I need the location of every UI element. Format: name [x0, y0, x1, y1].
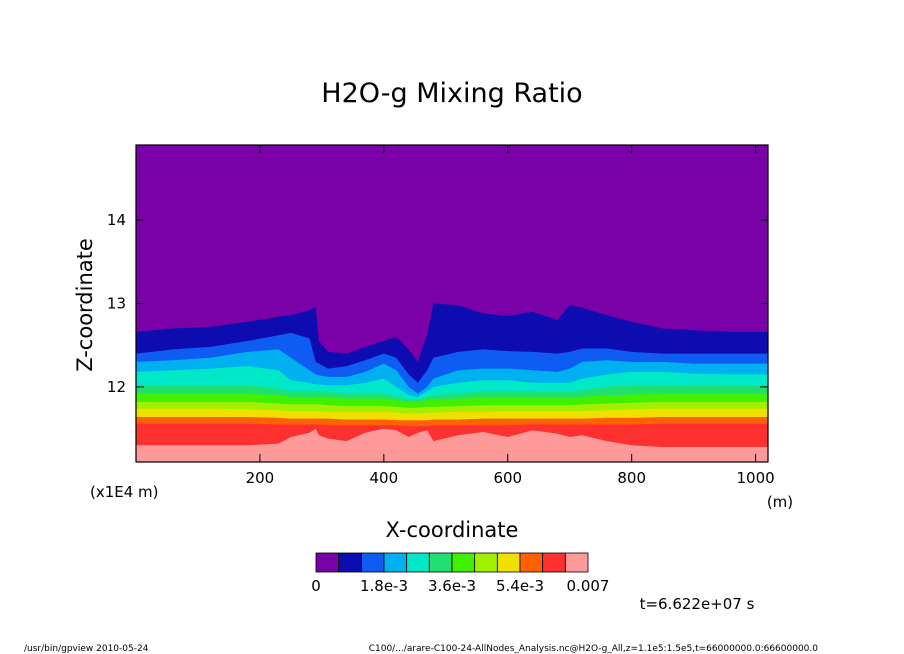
y-tick-label: 14: [107, 211, 126, 229]
colorbar-swatch: [338, 552, 362, 573]
colorbar-swatch: [496, 552, 521, 573]
colorbar-swatch: [360, 552, 385, 573]
x-tick-label: 400: [370, 469, 399, 487]
footer-right: C100/.../arare-C100-24-AllNodes_Analysis…: [369, 644, 819, 654]
colorbar-labels: 0 1.8e-3 3.6e-3 5.4e-3 0.007: [311, 577, 609, 595]
y-tick-label: 12: [107, 378, 126, 396]
colorbar-label: 5.4e-3: [496, 577, 544, 595]
x-tick-label: 200: [246, 469, 275, 487]
y-unit-label: (x1E4 m): [90, 483, 159, 501]
x-axis-label: X-coordinate: [386, 518, 519, 542]
y-tick-label: 13: [107, 295, 126, 313]
time-label: t=6.622e+07 s: [640, 595, 755, 613]
colorbar-swatch: [315, 552, 340, 573]
x-axis-ticks: 200 400 600 800 1000: [246, 145, 775, 487]
colorbar-swatch: [519, 552, 544, 573]
contour-bands: [136, 303, 768, 462]
x-tick-label: 800: [617, 469, 646, 487]
colorbar-swatch: [406, 552, 430, 573]
x-unit-label: (m): [767, 493, 793, 511]
colorbar-label: 1.8e-3: [360, 577, 408, 595]
plot-area: [135, 144, 769, 463]
footer-left: /usr/bin/gpview 2010-05-24: [24, 644, 149, 654]
colorbar-swatch: [451, 552, 476, 573]
colorbar-swatch: [564, 552, 589, 573]
colorbar-swatch: [428, 552, 453, 573]
y-axis-ticks: 12 13 14: [107, 211, 768, 396]
x-tick-label: 600: [493, 469, 522, 487]
contour-band: [136, 428, 768, 462]
colorbar-swatch: [474, 552, 498, 573]
colorbar-swatch: [542, 552, 566, 573]
x-tick-label: 1000: [737, 469, 775, 487]
colorbar-label: 0: [311, 577, 321, 595]
colorbar-swatch: [383, 552, 408, 573]
colorbar-label: 3.6e-3: [428, 577, 476, 595]
chart-title: H2O-g Mixing Ratio: [321, 78, 582, 109]
y-axis-label: Z-coordinate: [73, 238, 97, 372]
colorbar-label: 0.007: [567, 577, 610, 595]
colorbar: [315, 552, 589, 573]
